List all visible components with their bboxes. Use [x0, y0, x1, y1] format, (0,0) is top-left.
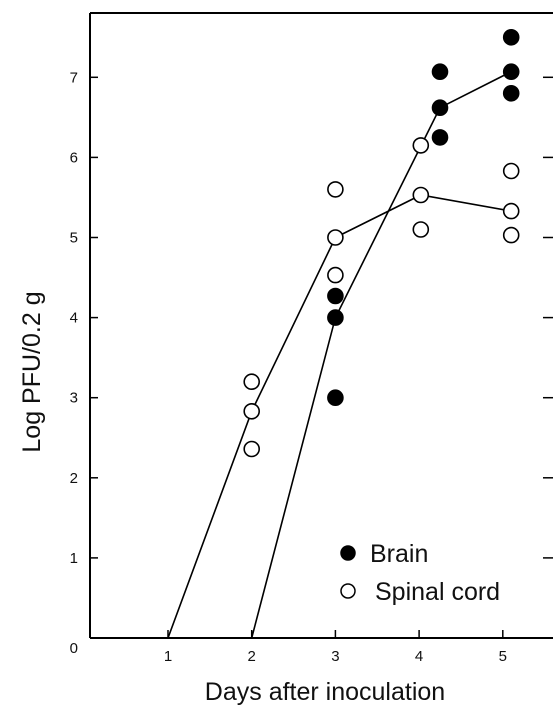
point-spinal-cord-10 — [502, 202, 520, 220]
y-tick-label-4: 4 — [70, 310, 78, 327]
x-tick-label-5: 5 — [499, 648, 507, 665]
x-tick-label-4: 4 — [415, 648, 423, 665]
point-brain-3 — [431, 63, 449, 80]
point-brain-2 — [327, 389, 344, 407]
fit-lines — [167, 70, 512, 639]
point-brain-7 — [502, 63, 520, 80]
point-spinal-cord-6 — [412, 137, 430, 154]
legend-spinal-cord-marker — [340, 583, 356, 599]
plot-frame — [89, 12, 553, 639]
legend-brain-label: Brain — [370, 540, 428, 568]
point-brain-0 — [327, 287, 344, 305]
point-spinal-cord-2 — [243, 440, 260, 458]
point-spinal-cord-1 — [243, 402, 260, 420]
legend-spinal-cord-label: Spinal cord — [375, 578, 500, 606]
y-tick-label-2: 2 — [70, 470, 78, 487]
y-tick-label-7: 7 — [70, 69, 78, 86]
point-spinal-cord-11 — [502, 226, 520, 244]
point-brain-5 — [431, 129, 449, 146]
y-axis-title: Log PFU/0.2 g — [18, 291, 46, 452]
y-tick-label-5: 5 — [70, 230, 78, 247]
x-tick-label-3: 3 — [331, 648, 339, 665]
legend-brain-marker — [340, 545, 356, 561]
point-spinal-cord-8 — [412, 221, 430, 238]
x-tick-label-2: 2 — [248, 648, 256, 665]
point-spinal-cord-3 — [327, 181, 344, 198]
x-tick-label-1: 1 — [164, 648, 172, 665]
y-tick-label-1: 1 — [70, 550, 78, 567]
y-tick-label-3: 3 — [70, 390, 78, 407]
legend: Brain Spinal cord — [340, 540, 500, 606]
point-spinal-cord-9 — [502, 162, 520, 180]
fit-line-brain — [250, 70, 512, 639]
point-spinal-cord-5 — [327, 266, 344, 284]
point-brain-8 — [502, 85, 520, 102]
point-spinal-cord-0 — [243, 373, 260, 391]
x-axis-title: Days after inoculation — [205, 678, 445, 706]
ticks: 1 2 3 4 5 0 1 2 3 4 5 6 7 — [70, 69, 553, 665]
point-brain-1 — [327, 309, 344, 326]
point-spinal-cord-7 — [412, 186, 430, 204]
markers — [243, 28, 520, 458]
fit-line-spinal-cord — [167, 194, 512, 639]
point-spinal-cord-4 — [327, 229, 344, 246]
y-tick-label-0: 0 — [70, 640, 78, 657]
point-brain-4 — [431, 99, 449, 116]
y-tick-label-6: 6 — [70, 149, 78, 166]
point-brain-6 — [502, 28, 520, 46]
